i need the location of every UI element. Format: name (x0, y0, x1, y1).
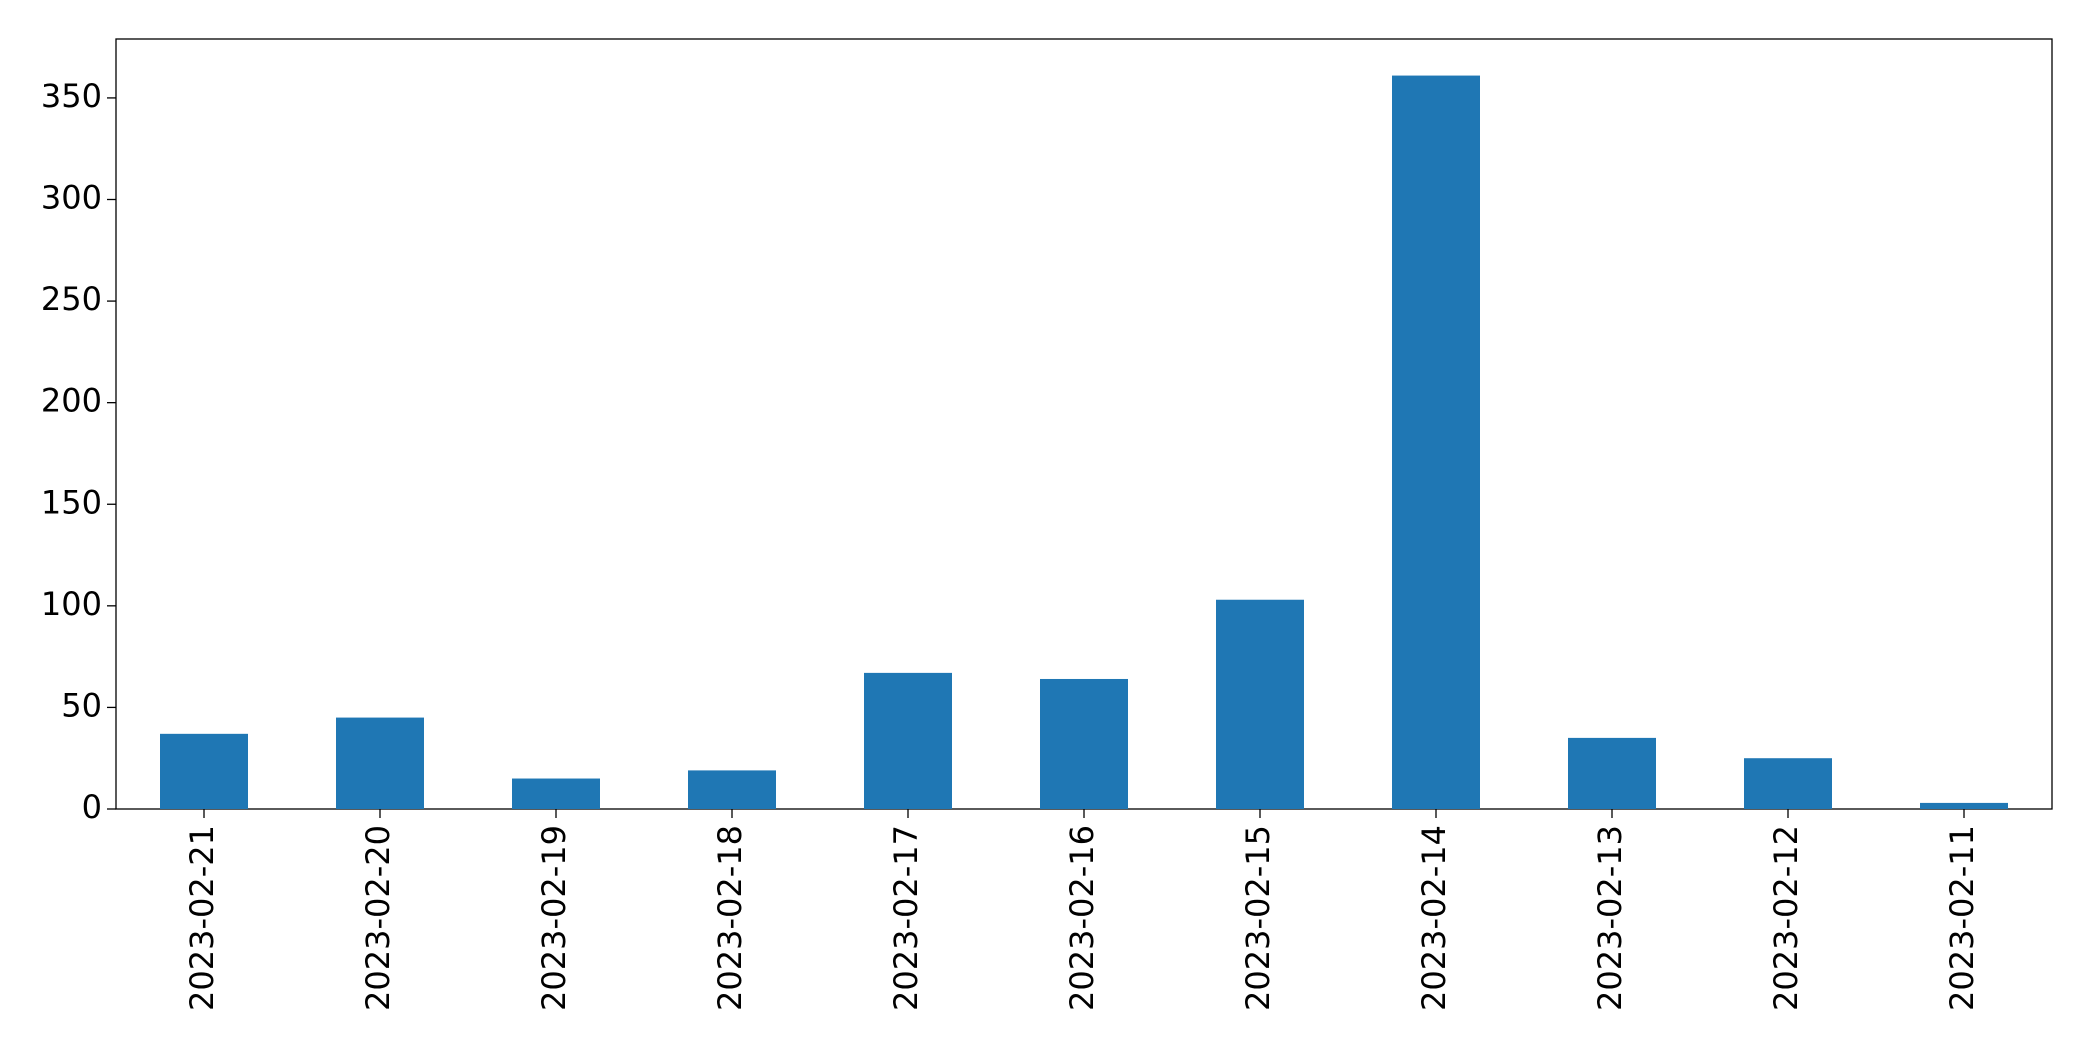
x-tick-label: 2023-02-16 (1063, 825, 1101, 1011)
y-tick-label: 300 (41, 179, 102, 217)
x-tick-label: 2023-02-13 (1591, 825, 1629, 1011)
bar (864, 672, 952, 809)
y-tick-label: 50 (61, 686, 102, 724)
x-tick-label: 2023-02-14 (1415, 825, 1453, 1011)
y-tick-label: 350 (41, 77, 102, 115)
bar (1568, 737, 1656, 809)
x-tick-label: 2023-02-17 (887, 825, 925, 1011)
bar (512, 778, 600, 809)
y-tick-label: 0 (82, 788, 102, 826)
y-tick-label: 150 (41, 483, 102, 521)
x-tick-label: 2023-02-21 (183, 825, 221, 1011)
x-tick-label: 2023-02-18 (711, 825, 749, 1011)
bar (1920, 802, 2008, 809)
bar (160, 733, 248, 809)
bar (1744, 758, 1832, 809)
x-tick-label: 2023-02-20 (359, 825, 397, 1011)
x-tick-label: 2023-02-11 (1943, 825, 1981, 1011)
bar (1392, 75, 1480, 809)
y-tick-label: 250 (41, 280, 102, 318)
bar (336, 717, 424, 809)
y-tick-label: 100 (41, 585, 102, 623)
y-tick-label: 200 (41, 382, 102, 420)
x-tick-label: 2023-02-12 (1767, 825, 1805, 1011)
bar (688, 770, 776, 809)
x-tick-label: 2023-02-15 (1239, 825, 1277, 1011)
x-tick-label: 2023-02-19 (535, 825, 573, 1011)
bar (1216, 599, 1304, 809)
bar (1040, 678, 1128, 809)
